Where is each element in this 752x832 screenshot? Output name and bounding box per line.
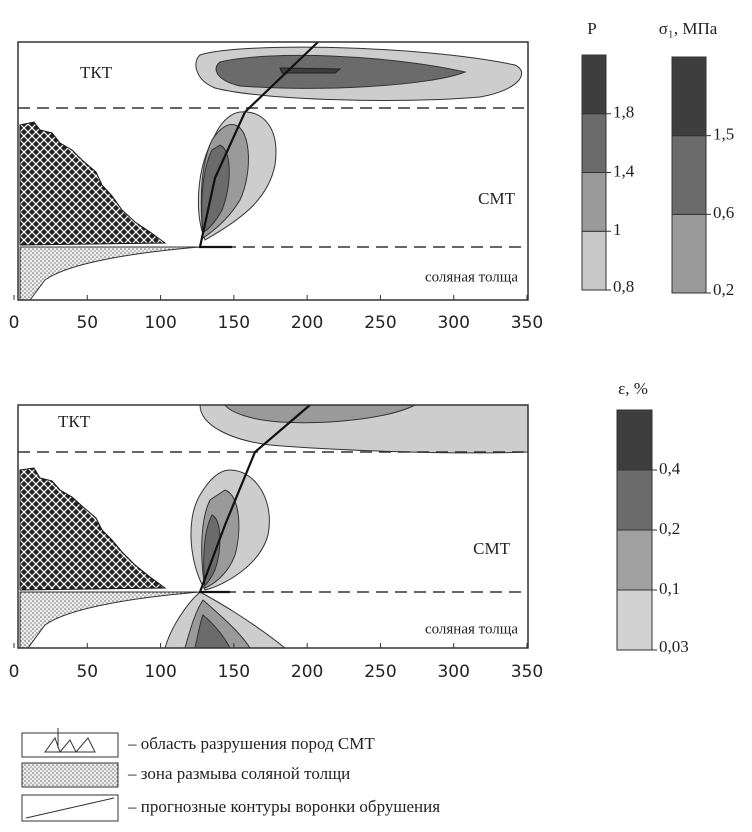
x-tick-label: 300: [437, 313, 469, 333]
failure-zone: [19, 467, 167, 591]
colorbar-segment: [616, 469, 653, 531]
x-tick-label: 250: [364, 313, 396, 333]
colorbar-title: ε, %: [618, 379, 648, 398]
colorbar-segment: [581, 230, 607, 291]
annotation: СМТ: [478, 189, 515, 208]
legend: – область разрушения пород СМТ – зона ра…: [21, 728, 440, 822]
plot-2: [17, 404, 529, 649]
colorbar-label: 0,8: [613, 277, 634, 296]
colorbar-label: 0,6: [713, 203, 734, 222]
legend-symbol: [21, 732, 119, 758]
x-tick-label: 350: [511, 313, 543, 333]
failure-zone: [19, 121, 167, 246]
plot-1: [17, 41, 529, 301]
colorbar-label: 0,1: [659, 579, 680, 598]
contour: [224, 404, 416, 424]
legend-symbol: [44, 728, 96, 753]
colorbar-segment: [616, 409, 653, 471]
annotation: ТКТ: [80, 63, 113, 82]
colorbar-segment: [616, 589, 653, 651]
crater-contour: [198, 404, 311, 594]
x-tick-label: 100: [144, 313, 176, 333]
plot-frame: [17, 41, 529, 301]
colorbar-label: 0,2: [659, 519, 680, 538]
legend-text: – прогнозные контуры воронки обрушения: [127, 797, 440, 816]
colorbar-segment: [671, 213, 707, 294]
washout-zone: [19, 246, 201, 301]
plot-frame: [17, 404, 529, 649]
colorbar-label: 1,8: [613, 103, 634, 122]
legend-text: – область разрушения пород СМТ: [127, 734, 375, 753]
colorbar-title: σ₁, МПа: [659, 19, 718, 38]
x-tick-label: 0: [9, 313, 20, 333]
x-tick-label: 200: [291, 662, 323, 682]
colorbar-segment: [671, 135, 707, 215]
legend-symbol: [21, 762, 119, 788]
annotation: ТКТ: [58, 412, 91, 431]
annotation: соляная толща: [425, 269, 518, 285]
contour: [279, 67, 342, 74]
annotation: СМТ: [473, 539, 510, 558]
x-tick-label: 350: [511, 662, 543, 682]
colorbar-label: 0,03: [659, 637, 689, 656]
colorbar-label: 1,5: [713, 125, 734, 144]
colorbar-label: 1,4: [613, 161, 635, 180]
colorbar-label: 0,4: [659, 459, 681, 478]
x-tick-label: 100: [144, 662, 176, 682]
washout-zone: [19, 591, 201, 649]
colorbar-segment: [616, 529, 653, 591]
colorbar-segment: [581, 172, 607, 232]
colorbar-label: 1: [613, 220, 622, 239]
x-tick-label: 50: [76, 313, 98, 333]
x-tick-label: 200: [291, 313, 323, 333]
x-tick-label: 300: [437, 662, 469, 682]
annotation: соляная толща: [425, 621, 518, 637]
x-tick-label: 250: [364, 662, 396, 682]
x-tick-label: 150: [218, 662, 250, 682]
x-tick-label: 50: [76, 662, 98, 682]
colorbar-label: 0,2: [713, 280, 734, 299]
legend-text: – зона размыва соляной толщи: [127, 764, 350, 783]
crater-contour: [198, 41, 319, 249]
colorbar-title: P: [587, 19, 596, 38]
legend-symbol: [25, 797, 115, 819]
colorbar-segment: [671, 56, 707, 137]
x-tick-label: 0: [9, 662, 20, 682]
colorbar-segment: [581, 113, 607, 173]
x-tick-label: 150: [218, 313, 250, 333]
colorbar-segment: [581, 54, 607, 115]
